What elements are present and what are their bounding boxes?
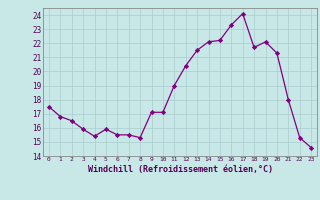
X-axis label: Windchill (Refroidissement éolien,°C): Windchill (Refroidissement éolien,°C) — [87, 165, 273, 174]
